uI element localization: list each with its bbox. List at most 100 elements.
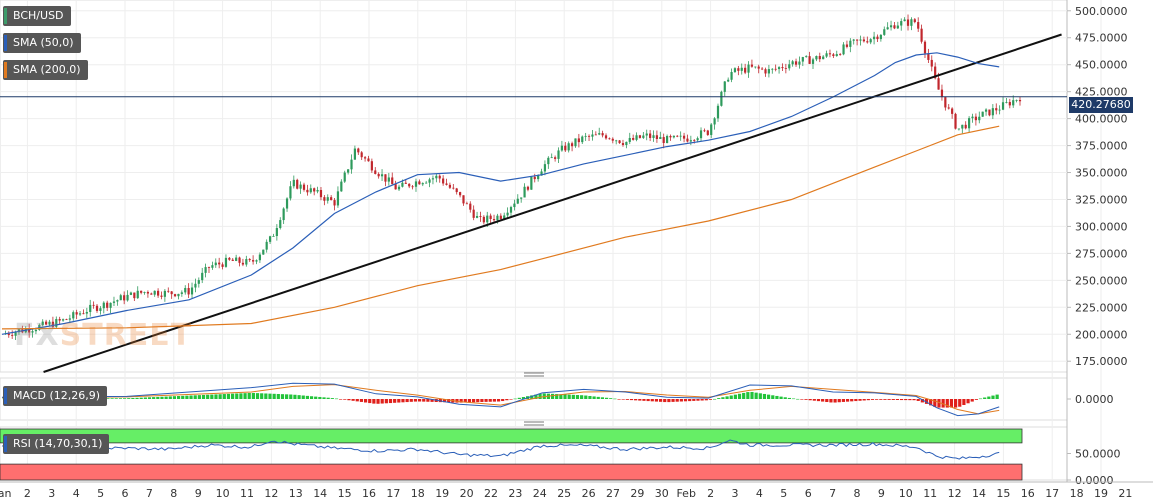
macd-hist-bar [783, 397, 787, 399]
macd-hist-bar [941, 399, 945, 408]
candle-body [241, 262, 245, 265]
main-macd-resize-handle[interactable] [524, 372, 544, 377]
candle-body [211, 265, 214, 268]
candle-body [146, 291, 150, 294]
macd-hist-bar [887, 399, 891, 400]
x-tick-label: 8 [170, 487, 177, 500]
macd-hist-bar [339, 399, 343, 400]
sma50-label[interactable]: SMA (50,0) [3, 33, 81, 53]
macd-hist-bar [550, 393, 555, 399]
macd-hist-bar [272, 393, 276, 399]
candle-body [961, 124, 964, 129]
candle-body [910, 19, 913, 26]
candle-body [177, 293, 180, 297]
macd-hist-bar [326, 397, 330, 399]
candle-body [95, 305, 99, 311]
macd-hist-bar [945, 399, 949, 408]
candle-body [798, 61, 801, 65]
candle-body [89, 304, 92, 312]
macd-hist-bar [351, 399, 355, 401]
macd-hist-bar [746, 392, 750, 399]
macd-hist-bar [505, 399, 509, 401]
macd-hist-bar [268, 393, 272, 399]
x-tick-label: 20 [460, 487, 474, 500]
candle-body [984, 109, 988, 112]
candle-body [387, 177, 390, 182]
macd-hist-bar [114, 398, 118, 399]
candle-body [224, 257, 228, 267]
candle-body [479, 216, 482, 217]
x-tick-label: 3 [48, 487, 55, 500]
x-tick-label: 25 [557, 487, 571, 500]
candle-body [608, 138, 611, 140]
macd-hist-bar [393, 399, 397, 403]
macd-label[interactable]: MACD (12,26,9) [3, 386, 108, 406]
macd-hist-bar [584, 395, 588, 399]
candle-body [279, 220, 282, 229]
candle-body [604, 135, 608, 139]
y-tick-label: 475.0000 [1075, 32, 1128, 45]
candle-body [343, 172, 346, 182]
candle-body [228, 257, 231, 260]
macd-hist-bar [368, 399, 372, 404]
macd-hist-bar [255, 393, 260, 399]
candle-body [516, 198, 519, 204]
candle-body [730, 72, 733, 80]
x-tick-label: 22 [484, 487, 498, 500]
x-tick-label: 10 [216, 487, 230, 500]
macd-hist-bar [214, 394, 218, 399]
main-panel-frame [0, 0, 1068, 373]
grid-lines [0, 0, 1102, 482]
macd-hist-bar [330, 398, 334, 399]
candle-body [78, 313, 82, 315]
candle-body [180, 292, 183, 294]
candle-body [893, 25, 896, 29]
candle-body [119, 295, 122, 301]
x-tick-label: 13 [289, 487, 303, 500]
x-tick-label: 12 [264, 487, 278, 500]
macd-hist-bar [634, 399, 638, 401]
macd-rsi-resize-handle[interactable] [524, 421, 544, 426]
candle-body [503, 215, 506, 219]
candle-body [560, 145, 563, 151]
candle-body [34, 329, 38, 332]
x-tick-label: 26 [582, 487, 596, 500]
x-tick-label: 11 [240, 487, 254, 500]
candle-body [754, 66, 757, 68]
candle-body [805, 56, 808, 58]
x-tick-label: 17 [386, 487, 400, 500]
candle-body [554, 157, 557, 159]
macd-hist-bar [646, 399, 650, 402]
candle-body [404, 182, 407, 184]
macd-hist-bar [172, 396, 177, 399]
macd-hist-bar [713, 398, 717, 400]
macd-hist-bar [376, 399, 380, 404]
candle-body [492, 218, 496, 221]
candle-body [883, 29, 886, 35]
macd-hist-bar [401, 399, 405, 403]
macd-hist-bar [638, 399, 642, 401]
x-tick-label: 9 [195, 487, 202, 500]
macd-hist-bar [314, 396, 318, 399]
candle-body [45, 321, 48, 325]
candle-body [713, 118, 716, 125]
candle-body [815, 56, 818, 60]
rsi-label[interactable]: RSI (14,70,30,1) [3, 434, 110, 454]
candle-body [672, 135, 675, 138]
candle-body [82, 313, 85, 315]
candle-body [486, 215, 489, 223]
candle-body [214, 262, 217, 266]
macd-hist-bar [729, 395, 733, 399]
candle-body [363, 157, 367, 159]
macd-hist-bar [185, 395, 189, 399]
sma200-label[interactable]: SMA (200,0) [3, 60, 88, 80]
candle-body [272, 236, 275, 237]
candle-body [336, 191, 340, 206]
candle-body [676, 135, 679, 137]
macd-hist-bar [953, 399, 958, 408]
candle-body [964, 124, 967, 129]
candle-body [163, 290, 166, 297]
candle-body [465, 203, 468, 205]
symbol-label[interactable]: BCH/USD [3, 6, 71, 26]
